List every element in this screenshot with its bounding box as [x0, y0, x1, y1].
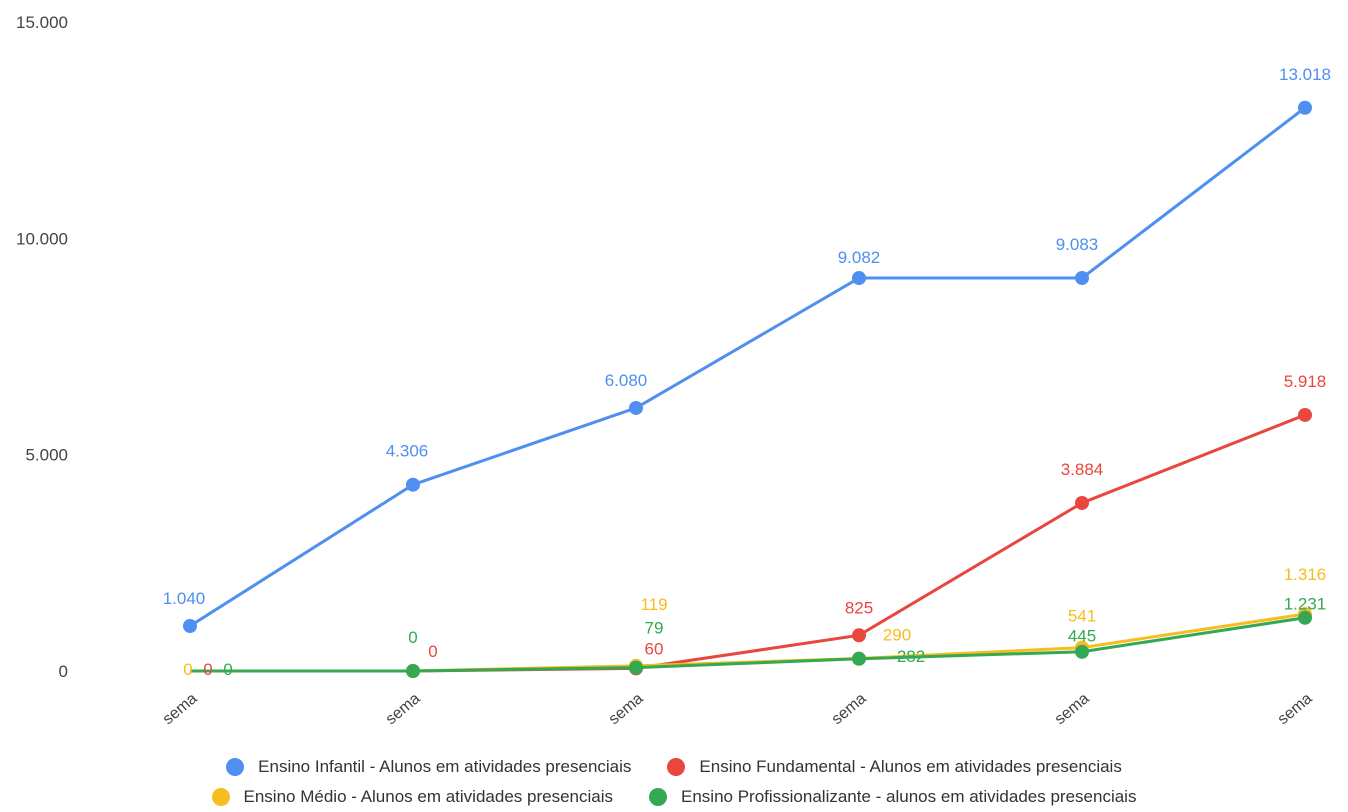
data-point[interactable] [852, 651, 866, 666]
data-point[interactable] [406, 477, 420, 492]
y-tick-label: 5.000 [25, 446, 68, 465]
data-label: 5.918 [1284, 372, 1327, 391]
x-tick-label: sema [1052, 690, 1093, 728]
series-lines [189, 106, 1306, 673]
data-label: 825 [845, 598, 873, 617]
x-axis: sema sema sema sema sema sema [160, 690, 1316, 728]
data-label: 6.080 [605, 371, 648, 390]
legend-item-medio[interactable]: Ensino Médio - Alunos em atividades pres… [211, 787, 613, 807]
legend-label-infantil: Ensino Infantil - Alunos em atividades p… [258, 757, 632, 776]
legend-item-fundamental[interactable]: Ensino Fundamental - Alunos em atividade… [667, 757, 1122, 777]
y-tick-label: 15.000 [16, 13, 68, 32]
legend-item-profissionalizante[interactable]: Ensino Profissionalizante - alunos em at… [649, 787, 1136, 807]
legend-row-1: Ensino Infantil - Alunos em atividades p… [0, 752, 1348, 782]
data-point[interactable] [1298, 610, 1312, 625]
data-label: 119 [640, 595, 667, 614]
y-tick-label: 0 [59, 662, 68, 681]
legend-row-2: Ensino Médio - Alunos em atividades pres… [0, 782, 1348, 812]
y-axis: 0 5.000 10.000 15.000 [16, 13, 68, 681]
data-point[interactable] [1075, 495, 1089, 510]
data-label: 4.306 [386, 442, 429, 461]
data-label: 79 [645, 619, 664, 638]
y-tick-label: 10.000 [16, 229, 68, 248]
data-label: 541 [1068, 607, 1096, 626]
data-label: 0 [203, 660, 212, 679]
data-point[interactable] [629, 400, 643, 415]
data-label: 445 [1068, 627, 1096, 646]
legend: Ensino Infantil - Alunos em atividades p… [0, 752, 1348, 812]
series-line-3 [190, 616, 1306, 673]
x-tick-label: sema [606, 690, 647, 728]
data-point[interactable] [1298, 407, 1312, 422]
data-point[interactable] [183, 619, 197, 634]
data-point[interactable] [852, 271, 866, 286]
data-point[interactable] [1075, 271, 1089, 286]
legend-swatch-fundamental [667, 758, 686, 776]
legend-swatch-infantil [226, 758, 245, 776]
x-tick-label: sema [829, 690, 870, 728]
data-point[interactable] [629, 660, 643, 675]
data-label: 0 [183, 660, 192, 679]
legend-item-infantil[interactable]: Ensino Infantil - Alunos em atividades p… [226, 757, 631, 777]
x-tick-label: sema [383, 690, 424, 728]
data-point[interactable] [1075, 644, 1089, 659]
x-tick-label: sema [160, 690, 201, 728]
data-label: 0 [223, 660, 232, 679]
data-label: 1.040 [163, 589, 206, 608]
data-label: 282 [897, 647, 925, 666]
data-label: 0 [408, 628, 417, 647]
data-point[interactable] [406, 664, 420, 678]
x-tick-label: sema [1275, 690, 1316, 728]
series-line-0 [189, 106, 1306, 628]
data-point[interactable] [1298, 100, 1312, 115]
data-label: 13.018 [1279, 65, 1331, 84]
data-label: 1.231 [1284, 595, 1327, 614]
data-label: 1.316 [1284, 565, 1327, 584]
data-label: 3.884 [1061, 460, 1104, 479]
legend-label-medio: Ensino Médio - Alunos em atividades pres… [243, 787, 613, 806]
legend-label-profissionalizante: Ensino Profissionalizante - alunos em at… [681, 787, 1137, 806]
legend-swatch-profissionalizante [649, 788, 667, 806]
data-label: 9.083 [1056, 235, 1099, 254]
data-label: 60 [645, 639, 664, 658]
data-point[interactable] [852, 628, 866, 643]
series-points [183, 100, 1312, 678]
data-label: 0 [428, 642, 437, 661]
data-label: 290 [883, 625, 911, 644]
series-line-1 [190, 413, 1306, 673]
legend-swatch-medio [211, 788, 230, 806]
data-label: 9.082 [838, 248, 881, 267]
legend-label-fundamental: Ensino Fundamental - Alunos em atividade… [699, 757, 1122, 776]
